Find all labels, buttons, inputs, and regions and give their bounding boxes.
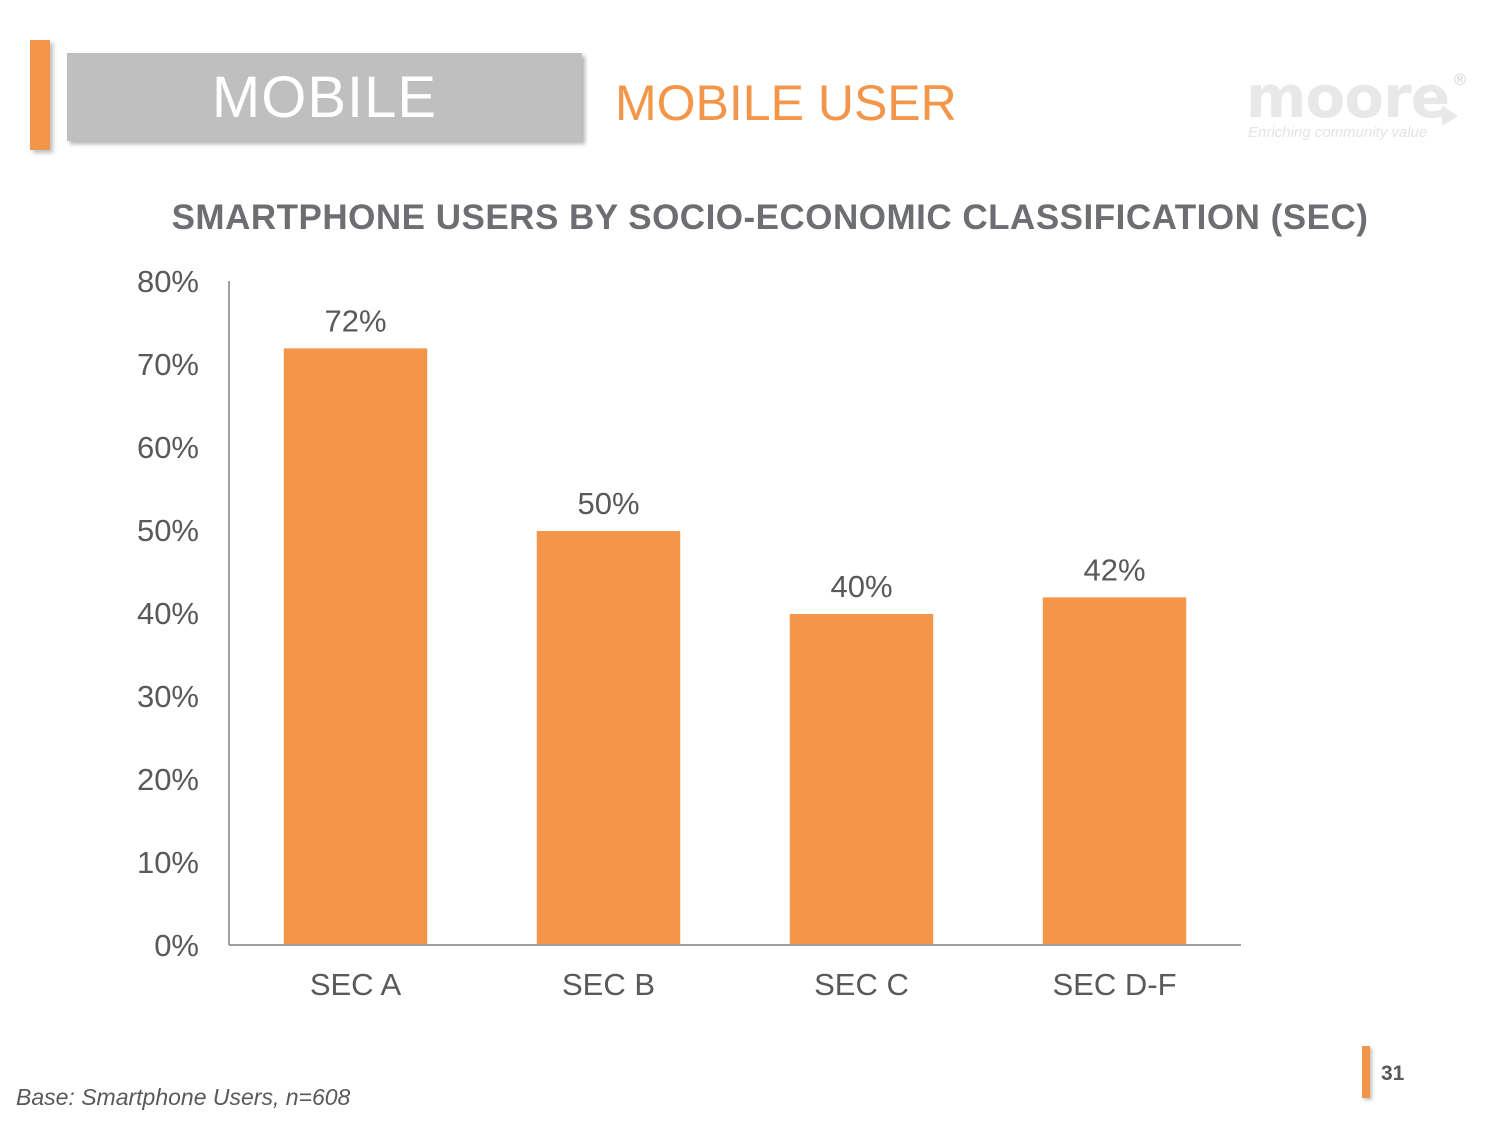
x-tick-label: SEC B	[562, 967, 655, 1002]
bar	[534, 529, 683, 946]
y-tick-label: 50%	[137, 513, 199, 548]
x-axis-ticks: SEC A SEC B SEC C SEC D-F	[310, 967, 1177, 1002]
company-logo: moore ® Enriching community value	[1246, 68, 1476, 148]
section-accent-bar	[30, 40, 50, 150]
y-tick-label: 30%	[137, 679, 199, 714]
bar-value-label: 40%	[830, 569, 892, 604]
bar	[787, 612, 936, 946]
bar-value-label: 42%	[1083, 552, 1145, 587]
page-number: 31	[1381, 1062, 1405, 1085]
logo-wordmark: moore	[1246, 63, 1450, 131]
bar	[1040, 595, 1189, 947]
bars	[281, 346, 1189, 947]
section-label: MOBILE	[211, 64, 438, 130]
bar-value-label: 72%	[324, 303, 386, 338]
section-header-box: MOBILE	[67, 53, 582, 141]
bar	[281, 346, 430, 946]
y-tick-label: 10%	[137, 845, 199, 880]
bar-value-label: 50%	[577, 486, 639, 521]
logo-tagline: Enriching community value	[1248, 124, 1428, 141]
chart-title: SMARTPHONE USERS BY SOCIO-ECONOMIC CLASS…	[171, 198, 1369, 237]
logo-arrow-icon	[1442, 106, 1458, 126]
x-tick-label: SEC D-F	[1053, 967, 1177, 1002]
y-tick-label: 40%	[137, 596, 199, 631]
y-axis-ticks: 0% 10% 20% 30% 40% 50% 60% 70% 80%	[137, 264, 199, 963]
y-tick-label: 0%	[154, 928, 199, 963]
x-tick-label: SEC C	[814, 967, 909, 1002]
x-tick-label: SEC A	[310, 967, 402, 1002]
y-tick-label: 60%	[137, 430, 199, 465]
y-tick-label: 20%	[137, 762, 199, 797]
data-labels: 72% 50% 40% 42%	[324, 303, 1145, 604]
page-number-accent	[1362, 1046, 1370, 1098]
y-tick-label: 70%	[137, 347, 199, 382]
base-footnote: Base: Smartphone Users, n=608	[16, 1084, 351, 1110]
y-tick-label: 80%	[137, 264, 199, 299]
page-title: MOBILE USER	[615, 75, 957, 131]
logo-registered-mark: ®	[1452, 70, 1468, 89]
